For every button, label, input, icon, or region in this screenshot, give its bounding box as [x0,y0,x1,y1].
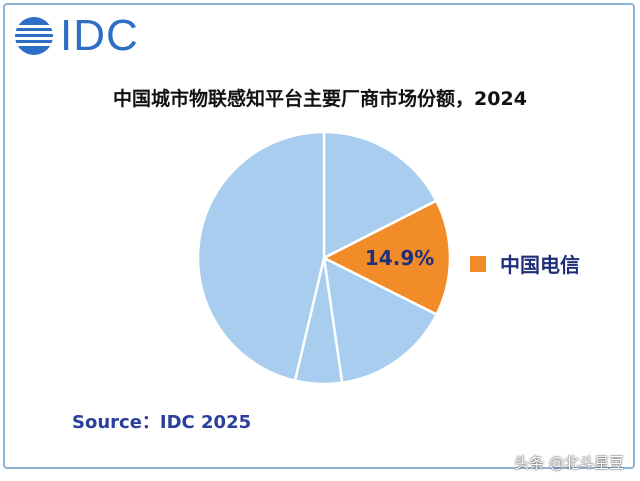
idc-logo: IDC [14,14,139,58]
globe-icon [14,17,54,55]
legend-label: 中国电信 [500,253,580,277]
legend: 中国电信 [470,249,580,278]
pie-slice [196,130,326,382]
pie-slice [322,199,452,316]
pie-slice [322,256,438,384]
legend-swatch [470,255,486,272]
pie-slice [322,130,438,260]
chart-title: 中国城市物联感知平台主要厂商市场份额，2024 [113,88,527,110]
logo-text: IDC [60,11,139,60]
source-note: Source：IDC 2025 [72,412,252,433]
slice-data-label: 14.9% [365,246,434,270]
watermark: 头条 @北斗星豆 [514,454,624,472]
